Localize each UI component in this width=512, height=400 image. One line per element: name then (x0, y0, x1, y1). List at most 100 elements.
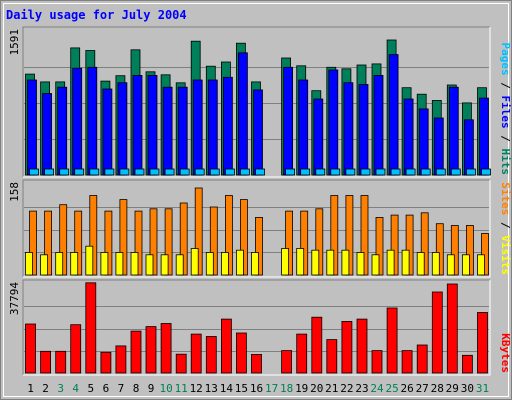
bar-kbytes (281, 350, 293, 374)
bar-sites (209, 206, 218, 276)
panel-kbytes-border-light (23, 280, 491, 376)
x-tick-label: 19 (295, 382, 308, 395)
bar-kbytes (431, 291, 443, 374)
bar-pages (224, 168, 235, 176)
bar-pages (465, 168, 476, 176)
panel-hits: 1591 Pages / Files / Hits (8, 26, 512, 178)
bar-sites (194, 187, 203, 276)
bar-files (72, 67, 83, 176)
bar-pages (481, 168, 491, 176)
bar-pages (405, 168, 416, 176)
x-tick-label: 1 (27, 382, 34, 395)
bar-visits (55, 252, 64, 276)
bar-files (57, 86, 68, 176)
bar-files (463, 119, 474, 176)
bar-visits (477, 254, 485, 276)
bar-kbytes (386, 307, 398, 374)
x-tick-label: 25 (385, 382, 398, 395)
bar-kbytes (371, 350, 383, 374)
bar-files (147, 75, 158, 176)
bar-files (177, 86, 188, 176)
bar-sites (74, 210, 83, 276)
panel-visits-border-dark (22, 179, 490, 277)
bar-pages (255, 168, 265, 176)
bar-files (313, 98, 324, 176)
bar-kbytes (296, 333, 308, 374)
panel-visits-border-light (23, 180, 491, 278)
bar-files (283, 66, 294, 176)
bar-kbytes (100, 351, 112, 374)
axis-label-files: Files (499, 96, 512, 129)
bar-sites (450, 225, 459, 276)
bar-pages (209, 168, 220, 176)
bar-files (298, 79, 309, 176)
bar-pages (420, 168, 431, 176)
bar-pages (134, 168, 145, 176)
bar-pages (285, 168, 296, 176)
bar-visits (446, 254, 455, 276)
bar-kbytes (477, 312, 488, 374)
axis-label-sites: Sites (499, 182, 512, 215)
bar-visits (175, 254, 184, 276)
bar-files (373, 75, 384, 176)
bar-pages (149, 168, 160, 176)
bar-sites (345, 195, 354, 276)
bar-visits (40, 254, 48, 276)
x-tick-label: 22 (340, 382, 353, 395)
bar-visits (431, 252, 440, 276)
x-tick-label: 7 (118, 382, 125, 395)
bar-visits (401, 249, 410, 276)
bar-sites (44, 210, 52, 276)
bar-pages (300, 168, 311, 176)
y-axis-max-label: 37794 (8, 282, 21, 315)
bar-sites (149, 208, 158, 276)
x-tick-label: 21 (325, 382, 338, 395)
bar-visits (145, 254, 154, 276)
bar-kbytes (145, 326, 157, 374)
bar-kbytes (25, 323, 36, 374)
x-tick-label: 15 (235, 382, 248, 395)
bar-files (433, 117, 444, 176)
chart-frame-inner (3, 3, 509, 397)
bar-visits (220, 252, 229, 276)
bar-pages (29, 168, 39, 176)
axis-label-pages: Pages (499, 43, 512, 76)
bar-pages (59, 168, 70, 176)
y-axis-max-label: 158 (8, 182, 21, 202)
bar-kbytes (326, 339, 338, 374)
bar-pages (390, 168, 401, 176)
bar-kbytes (446, 283, 458, 374)
x-tick-label: 20 (310, 382, 323, 395)
bar-visits (461, 254, 470, 276)
panel-hits-border-light (23, 27, 491, 178)
bar-visits (371, 254, 380, 276)
y-axis-series-label: KBytes (499, 333, 512, 373)
y-axis-series-label: Pages / Files / Hits (499, 43, 512, 176)
bar-files (117, 82, 128, 176)
bar-kbytes (55, 350, 67, 374)
panel-visits: 158 Sites / Visits (8, 179, 512, 278)
bar-sites (164, 208, 173, 276)
bar-kbytes (40, 350, 51, 374)
bar-sites (405, 214, 414, 276)
bar-files (27, 79, 37, 176)
x-tick-label: 4 (72, 382, 79, 395)
bar-files (479, 97, 489, 176)
axis-label-separator: / (499, 129, 512, 149)
axis-label-kbytes: KBytes (499, 333, 512, 373)
axis-label-hits: Hits (499, 149, 512, 176)
bar-sites (255, 216, 263, 276)
bar-visits (70, 252, 79, 276)
bar-sites (104, 210, 113, 276)
bar-visits (205, 252, 214, 276)
bar-kbytes (251, 353, 262, 374)
bar-sites (285, 210, 294, 276)
bar-pages (179, 168, 190, 176)
bar-files (192, 79, 203, 176)
bar-visits (281, 248, 290, 276)
panel-kbytes: 37794 KBytes (8, 279, 512, 376)
x-tick-label: 27 (416, 382, 429, 395)
bar-pages (89, 168, 100, 176)
bar-pages (450, 168, 461, 176)
bar-sites (315, 208, 324, 276)
